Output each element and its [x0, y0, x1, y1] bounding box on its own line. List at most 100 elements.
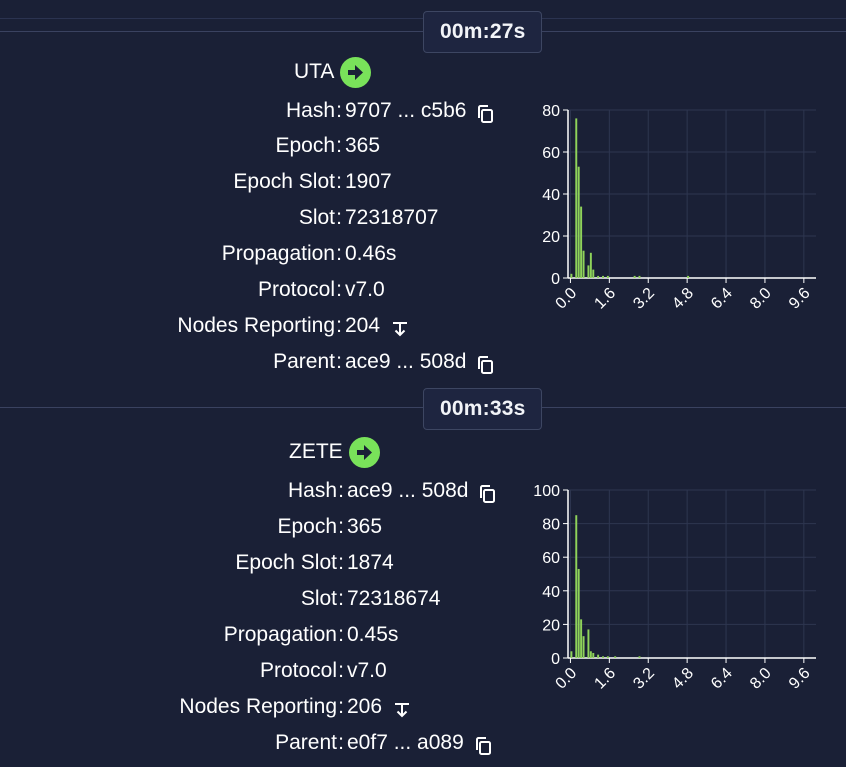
x-tick-label: 4.8 — [669, 665, 697, 693]
field-label: Nodes Reporting — [179, 695, 337, 718]
field-value: ace9 ... 508d — [345, 350, 467, 373]
field-colon: : — [336, 278, 342, 301]
histogram-bar — [597, 275, 600, 278]
field-value-wrap: 72318674 — [345, 582, 440, 616]
field-label: Hash — [287, 479, 337, 502]
field-value: 1907 — [345, 170, 392, 193]
x-tick-label: 9.6 — [786, 665, 814, 693]
pool-name: ZETE — [289, 440, 343, 463]
field-colon: : — [336, 99, 342, 122]
field-label: Propagation — [221, 242, 335, 265]
histogram-bar — [582, 250, 585, 278]
propagation-histogram: 0 20 40 60 80 100 0.0 1.6 3.2 4.8 6.4 8.0 9.6 — [533, 483, 816, 693]
field-value: ace9 ... 508d — [347, 479, 469, 502]
x-tick-label: 9.6 — [786, 285, 814, 313]
field-label: Slot — [298, 206, 335, 229]
histogram-bar — [592, 269, 595, 278]
field-row-hash: Hash:9707 ... c5b6 — [0, 94, 496, 128]
field-value-wrap: 0.45s — [345, 618, 398, 652]
field-row-parent: Parent: e0f7 ... a089 — [2, 726, 494, 760]
pool-name-row[interactable]: ZETE — [289, 436, 380, 468]
histogram-bar — [602, 275, 604, 278]
field-label: Nodes Reporting — [177, 314, 335, 337]
field-row-nodes-reporting: Nodes Reporting:206 — [2, 690, 412, 724]
histogram-bar — [589, 252, 592, 278]
y-tick-label: 100 — [533, 483, 560, 500]
y-tick-label: 20 — [542, 617, 560, 634]
x-tick-label: 8.0 — [747, 285, 775, 313]
field-label: Protocol — [259, 659, 337, 682]
field-value-wrap: 1907 — [343, 165, 392, 199]
copy-icon[interactable] — [474, 733, 494, 755]
x-tick-label: 6.4 — [708, 285, 736, 313]
field-colon: : — [336, 242, 342, 265]
pool-name-row[interactable]: UTA — [294, 56, 372, 88]
field-colon: : — [336, 170, 342, 193]
field-row-slot: Slot:72318707 — [0, 201, 439, 235]
histogram-bar — [638, 275, 641, 278]
field-value-wrap: 0.46s — [343, 237, 396, 271]
copy-icon[interactable] — [478, 481, 498, 503]
histogram-bar — [687, 275, 690, 278]
histogram-bar — [577, 568, 580, 658]
field-value-wrap: ace9 ... 508d — [345, 474, 498, 508]
histogram-bar — [580, 619, 583, 658]
field-row-epoch: Epoch:365 — [0, 129, 380, 163]
field-row-protocol: Protocol: v7.0 — [2, 654, 387, 688]
field-label: Parent — [273, 350, 335, 373]
field-row-epoch-slot: Epoch Slot:1874 — [2, 546, 394, 580]
histogram-bar — [582, 636, 585, 658]
field-value-wrap: v7.0 — [345, 654, 387, 688]
field-label: Protocol — [257, 278, 335, 301]
histogram-bar — [633, 275, 636, 278]
histogram-bar — [570, 273, 573, 278]
y-tick-label: 20 — [542, 229, 560, 246]
field-value-wrap: 9707 ... c5b6 — [343, 94, 496, 128]
x-tick-label: 3.2 — [630, 285, 658, 313]
field-value-wrap: 72318707 — [343, 201, 438, 235]
field-label: Epoch — [275, 134, 335, 157]
x-tick-label: 1.6 — [591, 285, 619, 313]
field-row-slot: Slot:72318674 — [2, 582, 441, 616]
field-colon: : — [338, 659, 344, 682]
field-value-wrap: v7.0 — [343, 273, 385, 307]
arrow-right-icon[interactable] — [340, 56, 372, 88]
histogram-bar — [575, 118, 578, 279]
field-value-wrap: 206 — [345, 690, 412, 724]
field-colon: : — [338, 587, 344, 610]
field-label: Hash — [285, 99, 335, 122]
field-colon: : — [338, 479, 344, 502]
histogram-bar — [577, 166, 580, 278]
field-value-wrap: 1874 — [345, 546, 394, 580]
x-tick-label: 3.2 — [630, 665, 658, 693]
field-row-protocol: Protocol: v7.0 — [0, 273, 385, 307]
x-tick-label: 6.4 — [708, 665, 736, 693]
field-value: v7.0 — [345, 278, 385, 301]
field-row-epoch: Epoch:365 — [2, 510, 382, 544]
field-value: 365 — [345, 134, 381, 157]
histogram-bar — [587, 265, 590, 278]
field-row-hash: Hash: ace9 ... 508d — [2, 474, 498, 508]
field-value: 365 — [347, 515, 383, 538]
block-timer: 00m:33s — [423, 388, 543, 430]
field-row-nodes-reporting: Nodes Reporting:204 — [0, 309, 410, 343]
copy-icon[interactable] — [476, 352, 496, 374]
field-colon: : — [336, 134, 342, 157]
x-tick-label: 0.0 — [553, 285, 581, 313]
field-value: 0.45s — [347, 623, 399, 646]
field-value-wrap: ace9 ... 508d — [343, 345, 496, 379]
pool-name: UTA — [294, 60, 335, 83]
arrow-right-icon[interactable] — [348, 436, 380, 468]
propagation-histogram: 0 20 40 60 80 0.0 1.6 3.2 4.8 6.4 8.0 9.6 — [542, 103, 816, 313]
field-value: 72318674 — [347, 587, 441, 610]
y-tick-label: 80 — [542, 517, 560, 534]
copy-icon[interactable] — [476, 101, 496, 123]
y-tick-label: 80 — [542, 103, 560, 120]
field-colon: : — [338, 731, 344, 754]
field-value: 204 — [345, 314, 381, 337]
expand-icon[interactable] — [392, 697, 412, 718]
histogram-bar — [570, 651, 573, 658]
expand-icon[interactable] — [390, 316, 410, 337]
x-tick-label: 8.0 — [747, 665, 775, 693]
x-tick-label: 4.8 — [669, 285, 697, 313]
